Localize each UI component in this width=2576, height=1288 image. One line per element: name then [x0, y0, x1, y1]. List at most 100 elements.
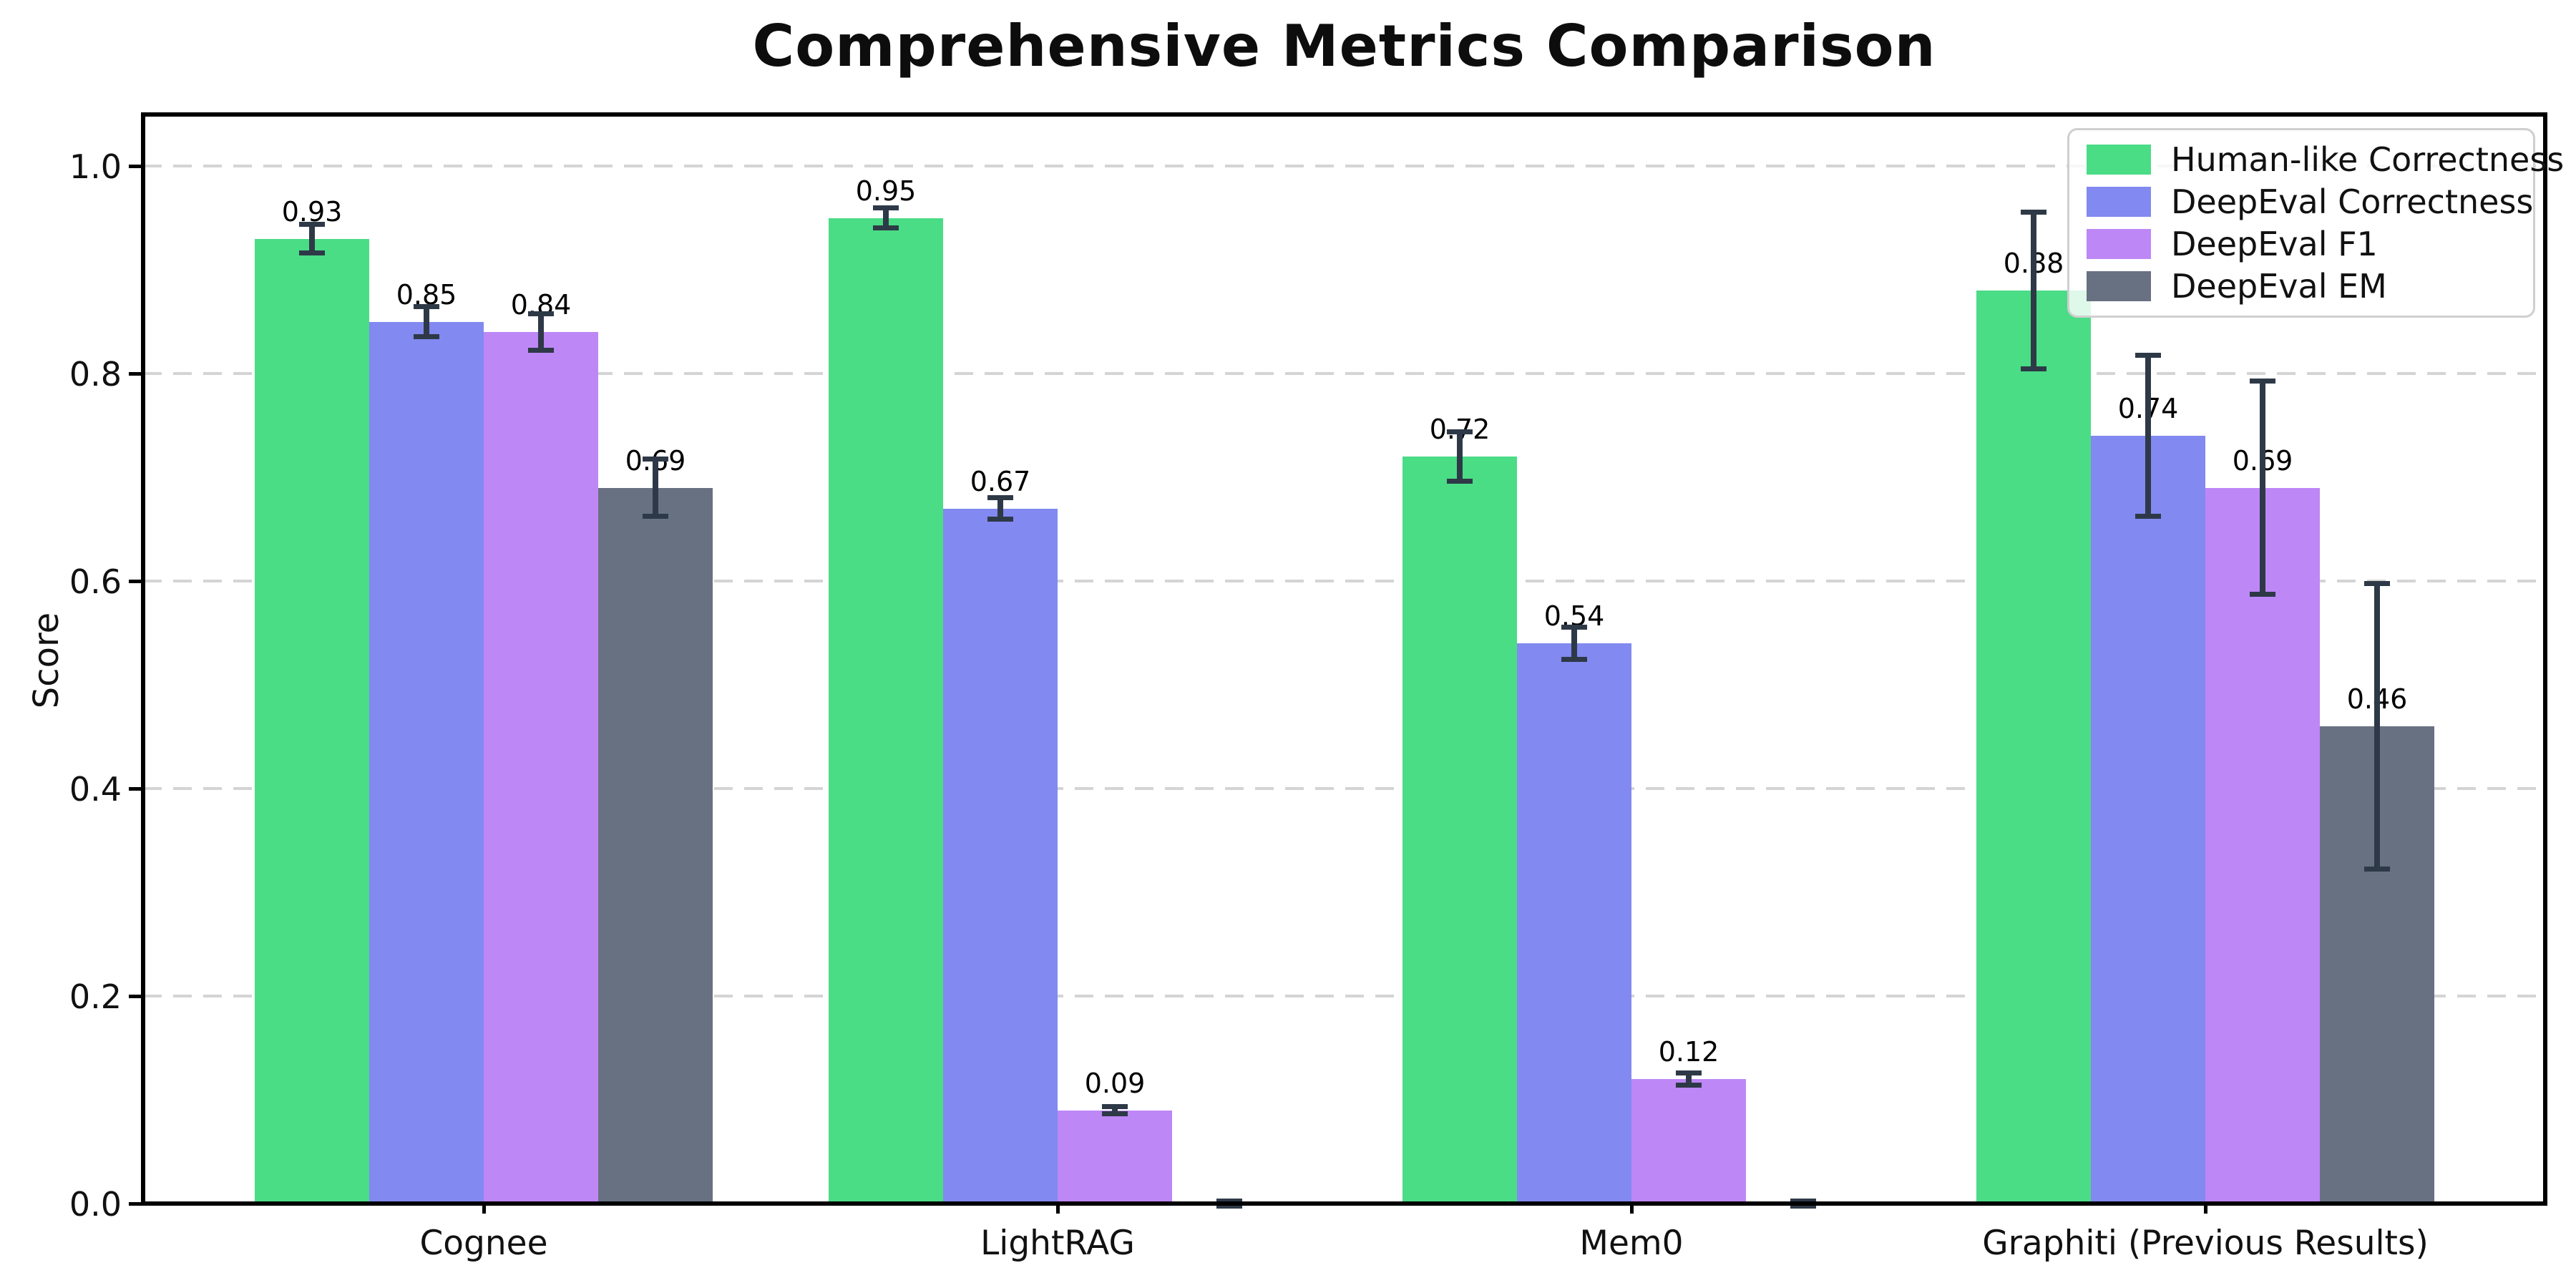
x-tick-mark-Cognee: [482, 1204, 486, 1214]
bar-Mem0-Human-like Correctness: [1402, 457, 1517, 1204]
x-tick-mark-LightRAG: [1055, 1204, 1060, 1214]
error-bar-Mem0-DeepEval F1: [1676, 1070, 1702, 1088]
bar-Cognee-DeepEval Correctness: [369, 321, 484, 1204]
error-bar-cap-bottom: [414, 334, 439, 340]
gridline-y-0.4: [143, 787, 2545, 790]
error-bar-stem: [2374, 581, 2380, 872]
error-bar-Graphiti (Previous Results)-DeepEval EM: [2364, 581, 2390, 872]
chart-title: Comprehensive Metrics Comparison: [752, 13, 1936, 79]
bar-Mem0-DeepEval Correctness: [1517, 643, 1631, 1204]
error-bar-Cognee-DeepEval Correctness: [414, 303, 439, 340]
error-bar-cap-top: [1102, 1103, 1128, 1109]
error-bar-cap-top: [643, 457, 668, 462]
error-bar-cap-top: [987, 494, 1013, 500]
error-bar-cap-bottom: [1676, 1082, 1702, 1088]
error-bar-cap-bottom: [1447, 478, 1473, 484]
error-bar-LightRAG-DeepEval F1: [1102, 1103, 1128, 1117]
bar-Cognee-DeepEval F1: [484, 332, 598, 1204]
y-tick-mark-0.6: [129, 579, 143, 583]
error-bar-cap-bottom: [2135, 514, 2161, 519]
value-label-Cognee-DeepEval Correctness: 0.85: [396, 278, 457, 311]
error-bar-cap-top: [2364, 581, 2390, 586]
y-tick-label-1: 1.0: [69, 147, 122, 186]
x-tick-label-Mem0: Mem0: [1579, 1224, 1684, 1263]
y-tick-label-0.4: 0.4: [69, 770, 122, 809]
x-tick-label-Cognee: Cognee: [419, 1224, 548, 1263]
bar-LightRAG-Human-like Correctness: [829, 218, 943, 1204]
legend-swatch: [2087, 270, 2151, 301]
error-bar-stem: [1112, 1103, 1118, 1117]
bar-Cognee-DeepEval EM: [598, 487, 713, 1204]
error-bar-cap-top: [528, 311, 554, 316]
error-bar-Cognee-DeepEval F1: [528, 311, 554, 353]
bar-Cognee-Human-like Correctness: [255, 238, 369, 1204]
error-bar-Graphiti (Previous Results)-DeepEval Correctness: [2135, 353, 2161, 519]
bar-LightRAG-DeepEval Correctness: [943, 508, 1058, 1204]
x-tick-label-Graphiti (Previous Results): Graphiti (Previous Results): [1982, 1224, 2429, 1263]
gridline-y-0.2: [143, 995, 2545, 997]
error-bar-cap-bottom: [2250, 591, 2275, 597]
error-bar-stem: [997, 494, 1003, 522]
error-bar-cap-bottom: [528, 348, 554, 353]
error-bar-cap-top: [1447, 429, 1473, 435]
y-tick-mark-0.8: [129, 371, 143, 376]
y-tick-label-0: 0.0: [69, 1185, 122, 1224]
value-label-Cognee-Human-like Correctness: 0.93: [281, 195, 343, 228]
error-bar-stem: [2145, 353, 2151, 519]
error-bar-stem: [653, 457, 658, 519]
error-bar-stem: [309, 222, 315, 255]
value-label-LightRAG-Human-like Correctness: 0.95: [855, 175, 917, 207]
gridline-y-1: [143, 165, 2545, 167]
y-tick-mark-0: [129, 1201, 143, 1206]
bar-Mem0-DeepEval F1: [1631, 1079, 1746, 1204]
gridline-y-0.6: [143, 580, 2545, 582]
value-label-LightRAG-DeepEval F1: 0.09: [1084, 1067, 1146, 1099]
error-bar-cap-bottom: [1561, 657, 1587, 663]
error-bar-cap-top: [414, 303, 439, 309]
y-tick-label-0.8: 0.8: [69, 355, 122, 394]
error-bar-cap-bottom: [299, 250, 325, 255]
bar-Graphiti (Previous Results)-DeepEval F1: [2205, 487, 2320, 1204]
bar-Graphiti (Previous Results)-Human-like Correctness: [1976, 291, 2091, 1204]
y-tick-mark-0.4: [129, 786, 143, 791]
error-bar-cap-top: [1216, 1198, 1242, 1204]
error-bar-cap-bottom: [987, 517, 1013, 522]
error-bar-Mem0-Human-like Correctness: [1447, 429, 1473, 484]
bar-LightRAG-DeepEval F1: [1058, 1110, 1172, 1204]
plot-area: Human-like Correctness DeepEval Correctne…: [143, 114, 2564, 1209]
error-bar-stem: [1571, 624, 1577, 663]
gridline-y-0.8: [143, 372, 2545, 375]
legend-label: Human-like Correctness: [2171, 140, 2565, 180]
error-bar-stem: [883, 205, 889, 230]
error-bar-stem: [1457, 429, 1463, 484]
error-bar-cap-bottom: [1216, 1204, 1242, 1209]
value-label-LightRAG-DeepEval Correctness: 0.67: [970, 465, 1031, 497]
value-label-Mem0-DeepEval F1: 0.12: [1658, 1036, 1719, 1068]
error-bar-Mem0-DeepEval EM: [1790, 1198, 1816, 1209]
legend: Human-like Correctness DeepEval Correctne…: [2067, 128, 2564, 318]
bar-Graphiti (Previous Results)-DeepEval Correctness: [2091, 436, 2205, 1204]
legend-swatch: [2087, 228, 2151, 259]
y-tick-label-0.6: 0.6: [69, 562, 122, 601]
legend-item-DeepEval F1: DeepEval F1: [2087, 225, 2516, 263]
legend-swatch: [2087, 187, 2151, 218]
error-bar-cap-bottom: [1790, 1204, 1816, 1209]
y-tick-mark-1: [129, 164, 143, 168]
y-axis-label: Score: [26, 612, 67, 709]
error-bar-Mem0-DeepEval Correctness: [1561, 624, 1587, 663]
error-bar-cap-top: [1676, 1070, 1702, 1076]
y-tick-mark-0.2: [129, 994, 143, 998]
x-tick-mark-Mem0: [1629, 1204, 1634, 1214]
error-bar-cap-top: [1790, 1198, 1816, 1204]
error-bar-cap-top: [1561, 624, 1587, 630]
error-bar-cap-bottom: [1102, 1111, 1128, 1117]
error-bar-Graphiti (Previous Results)-DeepEval F1: [2250, 379, 2275, 597]
error-bar-stem: [424, 303, 429, 340]
error-bar-LightRAG-DeepEval EM: [1216, 1198, 1242, 1209]
error-bar-cap-bottom: [873, 225, 899, 230]
error-bar-cap-bottom: [643, 514, 668, 519]
error-bar-cap-top: [2021, 209, 2046, 215]
error-bar-Cognee-DeepEval EM: [643, 457, 668, 519]
error-bar-cap-top: [2250, 379, 2275, 384]
